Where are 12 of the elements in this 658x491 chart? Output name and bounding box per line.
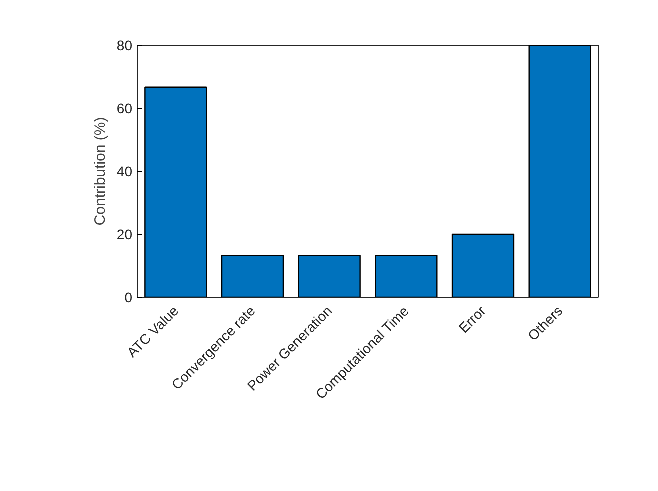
y-axis-title: Contribution (%) — [92, 117, 109, 226]
y-tick-label: 80 — [116, 38, 133, 54]
bar — [375, 255, 438, 298]
bar — [528, 46, 592, 298]
y-tick-label: 0 — [124, 290, 133, 306]
bar — [221, 255, 284, 298]
y-tick-label: 20 — [116, 226, 133, 242]
bar — [144, 86, 208, 298]
bar — [298, 255, 361, 298]
y-tick-label: 60 — [116, 100, 133, 116]
y-tick-label: 40 — [116, 164, 133, 180]
bar — [452, 234, 515, 298]
